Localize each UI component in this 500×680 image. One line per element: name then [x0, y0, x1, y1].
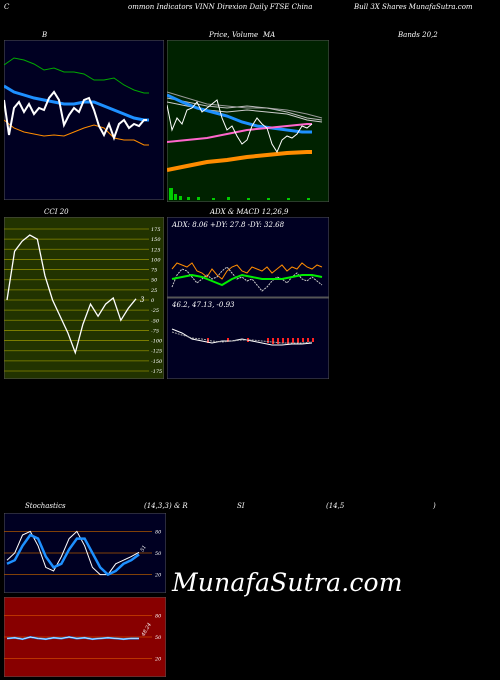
rsi-line [6, 636, 139, 640]
adx-line [171, 273, 323, 287]
bands-title: Bands 20,2 [398, 31, 438, 39]
bollinger-middle-band [4, 84, 149, 122]
adx-title: ADX & MACD 12,26,9 [210, 208, 289, 216]
adx-label: ADX: 8.06 +DY: 27.8 -DY: 32.68 [172, 221, 285, 229]
cci-title: CCI 20 [44, 208, 69, 216]
cci-tick-label: -175 [151, 369, 162, 375]
bollinger-title: B [42, 31, 48, 39]
bollinger-price-line [4, 90, 147, 141]
rsi-tick-label: 80 [155, 613, 162, 619]
stoch-title-c: SI [237, 502, 245, 510]
cci-tick-label: -125 [151, 349, 162, 355]
adx-panel [167, 217, 329, 379]
cci-panel: 175 150 125 100 75 50 25 0 -25 -50 -75 -100 -125 -150… [4, 217, 164, 379]
rsi-tick-label: 20 [154, 657, 162, 663]
price-chart [167, 40, 329, 202]
stoch-title-b: (14,3,3) & R [144, 502, 188, 510]
header-title: ommon Indicators VINN Direxion Daily FTS… [128, 3, 313, 11]
cci-current-label: 3 [140, 296, 145, 304]
macd-line [171, 328, 313, 346]
cci-tick-label: 175 [151, 227, 161, 233]
cci-tick-label: 75 [151, 268, 157, 274]
stoch-panel: 80 50 20 51 [4, 513, 166, 593]
cci-chart: 175 150 125 100 75 50 25 0 -25 -50 -75 -100 -125 -150… [4, 217, 164, 379]
bollinger-panel [4, 40, 164, 200]
stoch-k-line [6, 530, 140, 576]
cci-tick-label: -50 [151, 318, 160, 324]
rsi-tick-label: 50 [155, 635, 162, 641]
cci-line [6, 234, 137, 355]
stoch-current-label: 51 [140, 544, 148, 553]
price-title-a: Price, [209, 31, 230, 39]
price-ma-blue [167, 93, 312, 134]
bollinger-lower-band [4, 119, 149, 146]
header-left: C [4, 3, 10, 11]
volume-bars [169, 188, 310, 200]
price-close-line [167, 99, 313, 154]
price-title-b: Volume [232, 31, 259, 39]
cci-tick-label: 0 [151, 298, 155, 304]
price-ma-magenta [167, 123, 312, 143]
bollinger-upper-band [4, 57, 149, 94]
stoch-d-line [6, 533, 140, 577]
cci-tick-label: -75 [151, 328, 159, 334]
price-ma-orange [167, 150, 312, 172]
adx-macd-chart [167, 217, 329, 379]
cci-tick-label: -25 [151, 308, 159, 314]
bollinger-chart [4, 40, 164, 200]
price-panel [167, 40, 329, 202]
rsi-panel: 80 50 20 48.24 [4, 597, 166, 677]
adx-minus-di [171, 266, 323, 292]
cci-tick-label: -100 [151, 339, 163, 345]
header-site: Bull 3X Shares MunafaSutra.com [354, 3, 473, 11]
cci-tick-label: 150 [151, 237, 161, 243]
cci-tick-label: 100 [151, 257, 161, 263]
adx-plus-di [171, 262, 323, 280]
cci-tick-label: -150 [151, 359, 163, 365]
stoch-tick-label: 50 [155, 551, 162, 557]
price-title-c: MA [263, 31, 276, 39]
stochastics-chart: 80 50 20 51 [4, 513, 166, 593]
watermark: MunafaSutra.com [172, 568, 403, 597]
cci-tick-label: 50 [151, 278, 158, 284]
cci-tick-label: 25 [150, 288, 157, 294]
cci-tick-label: 125 [151, 247, 161, 253]
stoch-tick-label: 80 [155, 529, 162, 535]
stoch-title-e: ) [433, 502, 436, 510]
macd-signal [171, 331, 313, 344]
stoch-tick-label: 20 [154, 573, 162, 579]
stoch-title-d: (14,5 [326, 502, 345, 510]
stoch-title-a: Stochastics [25, 502, 66, 510]
macd-label: 46.2, 47.13, -0.93 [172, 301, 235, 309]
